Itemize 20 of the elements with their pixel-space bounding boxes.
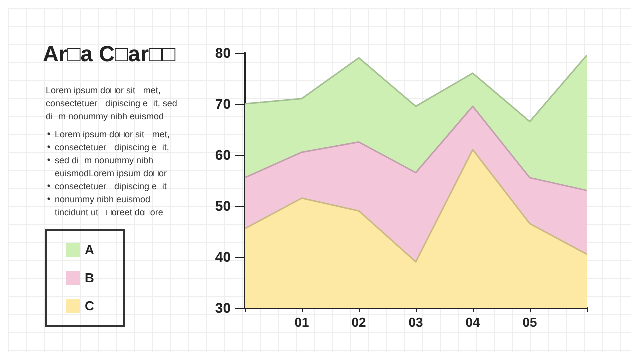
text: consectetuer □dipiscing e□it, — [55, 142, 170, 152]
x-tick-label: 02 — [352, 315, 366, 330]
y-tick-label: 60 — [215, 147, 232, 163]
text: consectetuer □dipiscing e□it — [55, 182, 168, 192]
x-tick-label: 04 — [466, 315, 481, 330]
y-tick-label: 30 — [215, 300, 232, 316]
y-tick-label: 80 — [215, 45, 232, 61]
x-tick-label: 05 — [522, 315, 538, 330]
legend-label: C — [85, 298, 95, 314]
x-tick-label: 01 — [294, 315, 310, 330]
x-tick-label: 03 — [408, 315, 424, 330]
chart-title: Ar□a C□ar□□ — [43, 42, 176, 66]
y-tick-label: 70 — [215, 96, 232, 112]
y-tick-label: 40 — [215, 249, 232, 265]
text: Lorem ipsum do□or sit □met, consectetuer □dipiscing e□it, sed di□m nonummy nibh euismod — [46, 86, 178, 122]
y-tick-label: 50 — [215, 198, 232, 214]
text: nonummy nibh euismod tincidunt ut □□oreet do□ore — [55, 194, 164, 218]
legend-label: A — [85, 242, 95, 258]
text: Lorem ipsum do□or sit □met, — [55, 130, 170, 140]
legend-label: B — [85, 270, 94, 286]
